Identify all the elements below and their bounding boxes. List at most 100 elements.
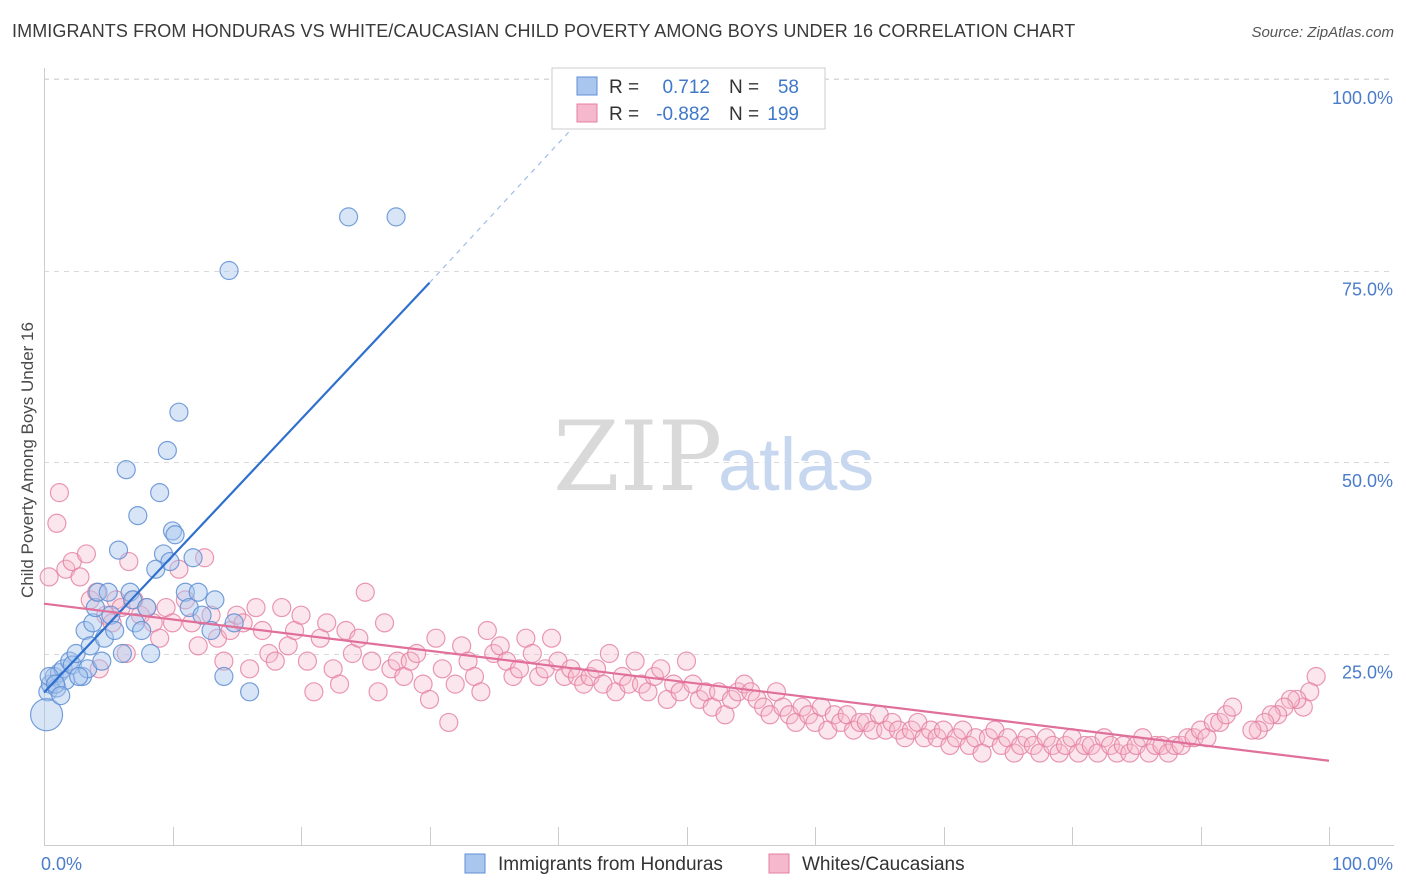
blue-point [128,506,148,526]
blue-point [141,643,161,664]
blue-point [183,548,203,568]
legend-label-honduras: Immigrants from Honduras [498,854,723,875]
stats-n-label-pink: N = [729,104,759,125]
blue-point [205,590,225,610]
stats-n-value-blue: 58 [778,77,799,98]
stats-n-value-pink: 199 [767,104,799,125]
pink-point [574,674,594,694]
legend-blue-swatch [464,853,486,874]
y-tick-label: 75.0% [1342,280,1393,300]
pink-point [291,605,311,625]
pink-point [1004,743,1024,763]
pink-point [259,643,279,664]
pink-point [47,513,67,533]
watermark: ZIP atlas [553,401,874,513]
blue-point [132,620,152,641]
pink-point [426,628,446,648]
blue-trend-line [43,282,431,694]
x-tick-labels: 0.0% 100.0% [41,854,1393,874]
blue-point [85,597,106,618]
y-tick-label: 100.0% [1332,88,1393,108]
pink-point [362,651,382,671]
pink-point [1261,705,1281,725]
stats-r-value-blue: 0.712 [662,77,710,98]
source-credit: Source: ZipAtlas.com [1251,24,1394,41]
pink-point [49,483,70,503]
pink-point [471,682,491,702]
pink-point [214,651,234,671]
stats-n-label-blue: N = [729,77,759,98]
blue-point [157,440,177,461]
pink-point [317,613,337,633]
pink-series-points [39,483,1326,763]
pink-point [753,697,774,717]
blue-point [214,666,234,687]
blue-point [137,597,157,618]
blue-point [51,686,71,706]
axes [44,68,1394,846]
x-tick-label-min: 0.0% [41,854,82,874]
pink-point [297,651,318,671]
pink-point [1120,743,1140,763]
pink-point [227,605,247,625]
pink-point [89,659,109,679]
pink-point [76,544,97,564]
pink-point [445,674,465,694]
legend-pink-swatch [768,853,790,874]
blue-point [201,620,221,641]
pink-point [162,613,183,633]
blue-point [188,582,208,602]
pink-point [439,712,459,733]
pink-point [195,548,215,568]
blue-point [338,207,359,227]
pink-point [329,674,350,694]
pink-point [349,628,369,648]
pink-point [400,651,420,671]
pink-point [625,651,645,671]
blue-point [45,674,66,694]
pink-point [419,689,440,710]
pink-point [246,597,266,618]
pink-point [368,682,388,702]
watermark-atlas: atlas [718,423,874,506]
pink-point [721,689,742,710]
stats-pink-swatch [576,103,598,123]
watermark-zip: ZIP [553,401,722,513]
pink-point [792,697,812,717]
stats-blue-swatch [576,76,598,96]
blue-point [240,682,260,702]
pink-point [1280,689,1301,710]
blue-point [116,460,136,480]
blue-point [92,651,112,671]
pink-point [676,651,697,671]
blue-trend-extension [429,101,597,284]
legend-label-whites: Whites/Caucasians [802,854,965,875]
y-axis-label: Child Poverty Among Boys Under 16 [18,322,37,598]
blue-point [69,666,89,687]
pink-point [265,651,285,671]
blue-point [88,582,108,602]
pink-point [509,659,530,679]
pink-point [651,659,671,679]
blue-point [153,544,174,564]
legend: Immigrants from Honduras Whites/Caucasia… [464,853,965,875]
trend-lines [43,101,1330,762]
pink-point [1248,720,1268,740]
blue-point [75,620,95,641]
pink-point [102,613,122,633]
pink-point [599,643,620,664]
blue-point [224,613,244,633]
blue-point [150,483,170,503]
grid-lines [44,78,1394,655]
pink-point [1036,728,1056,748]
blue-point [98,582,118,602]
pink-point [374,613,395,633]
pink-point [895,728,915,748]
pink-point [407,643,427,664]
pink-point [432,659,452,679]
pink-point [1216,705,1236,725]
blue-point [219,260,239,281]
stats-r-label-pink: R = [609,104,639,125]
pink-trend-line [43,602,1330,762]
